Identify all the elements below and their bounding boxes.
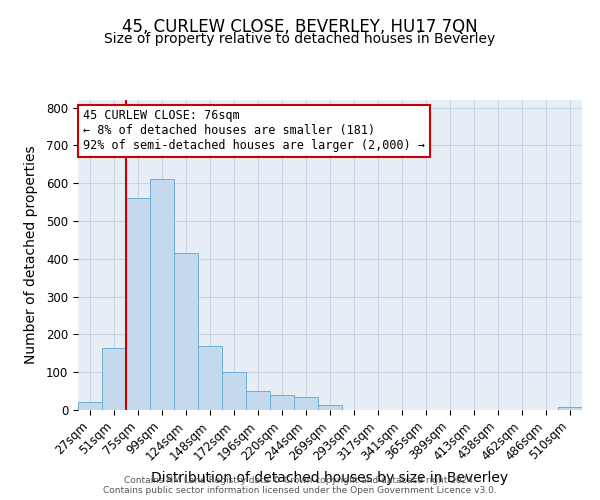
Bar (102, 348, 126, 410)
Bar (222, 372, 246, 410)
Bar (318, 406, 342, 410)
Bar (246, 391, 270, 410)
Bar (270, 395, 294, 410)
Text: Contains HM Land Registry data © Crown copyright and database right 2024.
Contai: Contains HM Land Registry data © Crown c… (103, 476, 497, 495)
Text: 45, CURLEW CLOSE, BEVERLEY, HU17 7QN: 45, CURLEW CLOSE, BEVERLEY, HU17 7QN (122, 18, 478, 36)
Y-axis label: Number of detached properties: Number of detached properties (23, 146, 38, 364)
Bar (198, 346, 222, 410)
Bar (126, 198, 150, 410)
X-axis label: Distribution of detached houses by size in Beverley: Distribution of detached houses by size … (151, 471, 509, 485)
Bar (150, 180, 174, 410)
Bar (558, 407, 582, 410)
Bar (294, 397, 318, 410)
Text: Size of property relative to detached houses in Beverley: Size of property relative to detached ho… (104, 32, 496, 46)
Bar (174, 253, 198, 410)
Text: 45 CURLEW CLOSE: 76sqm
← 8% of detached houses are smaller (181)
92% of semi-det: 45 CURLEW CLOSE: 76sqm ← 8% of detached … (83, 110, 425, 152)
Bar (78, 402, 102, 410)
